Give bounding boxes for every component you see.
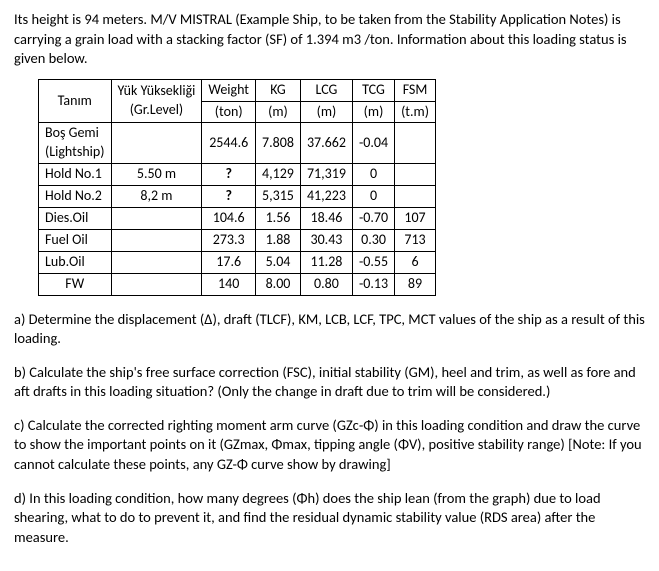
cell xyxy=(111,251,202,273)
cell: 0.80 xyxy=(300,273,352,295)
cell: 11.28 xyxy=(300,251,352,273)
question-b: b) Calculate the ship's free surface cor… xyxy=(14,363,645,402)
cell: ? xyxy=(202,164,256,186)
hdr-tanim: Tanım xyxy=(39,79,112,123)
cell: 7.808 xyxy=(256,123,301,164)
cell: 0 xyxy=(352,164,394,186)
cell: 140 xyxy=(202,273,256,295)
cell: ? xyxy=(202,186,256,208)
cell: 8,2 m xyxy=(111,186,202,208)
hdr-lcg: LCG xyxy=(300,79,352,101)
cell: Hold No.1 xyxy=(39,164,112,186)
hdr-grlevel: Yük Yüksekliği(Gr.Level) xyxy=(111,79,202,123)
hdr-kg: KG xyxy=(256,79,301,101)
cell: Hold No.2 xyxy=(39,186,112,208)
cell xyxy=(395,186,436,208)
cell xyxy=(395,123,436,164)
loading-table: Tanım Yük Yüksekliği(Gr.Level) Weight KG… xyxy=(38,79,436,296)
unit-fsm: (t.m) xyxy=(395,101,436,123)
table-row: Lub.Oil 17.6 5.04 11.28 -0.55 6 xyxy=(39,251,436,273)
cell xyxy=(395,164,436,186)
hdr-fsm: FSM xyxy=(395,79,436,101)
table-row: Dies.Oil 104.6 1.56 18.46 -0.70 107 xyxy=(39,208,436,230)
unit-lcg: (m) xyxy=(300,101,352,123)
cell: 5,315 xyxy=(256,186,301,208)
cell: 0 xyxy=(352,186,394,208)
cell: 17.6 xyxy=(202,251,256,273)
unit-kg: (m) xyxy=(256,101,301,123)
table-row: Fuel Oil 273.3 1.88 30.43 0.30 713 xyxy=(39,229,436,251)
table-row: FW 140 8.00 0.80 -0.13 89 xyxy=(39,273,436,295)
cell: 104.6 xyxy=(202,208,256,230)
cell: 37.662 xyxy=(300,123,352,164)
cell: 0.30 xyxy=(352,229,394,251)
cell: 4,129 xyxy=(256,164,301,186)
hdr-tcg: TCG xyxy=(352,79,394,101)
cell: 1.56 xyxy=(256,208,301,230)
table-row: Hold No.1 5.50 m ? 4,129 71,319 0 xyxy=(39,164,436,186)
intro-text: Its height is 94 meters. M/V MISTRAL (Ex… xyxy=(14,10,645,69)
cell: Dies.Oil xyxy=(39,208,112,230)
cell: FW xyxy=(39,273,112,295)
cell: 89 xyxy=(395,273,436,295)
cell: Fuel Oil xyxy=(39,229,112,251)
unit-ton: (ton) xyxy=(202,101,256,123)
cell: 1.88 xyxy=(256,229,301,251)
cell xyxy=(111,229,202,251)
cell: Boş Gemi(Lightship) xyxy=(39,123,112,164)
cell: 5.04 xyxy=(256,251,301,273)
cell: 5.50 m xyxy=(111,164,202,186)
cell xyxy=(111,208,202,230)
cell: 41,223 xyxy=(300,186,352,208)
cell: -0.70 xyxy=(352,208,394,230)
question-d: d) In this loading condition, how many d… xyxy=(14,489,645,548)
cell: 273.3 xyxy=(202,229,256,251)
cell: -0.55 xyxy=(352,251,394,273)
cell: 2544.6 xyxy=(202,123,256,164)
cell: 8.00 xyxy=(256,273,301,295)
cell xyxy=(111,273,202,295)
cell: -0.04 xyxy=(352,123,394,164)
hdr-weight: Weight xyxy=(202,79,256,101)
cell: -0.13 xyxy=(352,273,394,295)
cell: Lub.Oil xyxy=(39,251,112,273)
cell: 30.43 xyxy=(300,229,352,251)
unit-tcg: (m) xyxy=(352,101,394,123)
table-row: Hold No.2 8,2 m ? 5,315 41,223 0 xyxy=(39,186,436,208)
cell: 713 xyxy=(395,229,436,251)
question-a: a) Determine the displacement (Δ), draft… xyxy=(14,310,645,349)
cell: 71,319 xyxy=(300,164,352,186)
question-c: c) Calculate the corrected righting mome… xyxy=(14,416,645,475)
cell: 107 xyxy=(395,208,436,230)
cell: 18.46 xyxy=(300,208,352,230)
cell xyxy=(111,123,202,164)
cell: 6 xyxy=(395,251,436,273)
